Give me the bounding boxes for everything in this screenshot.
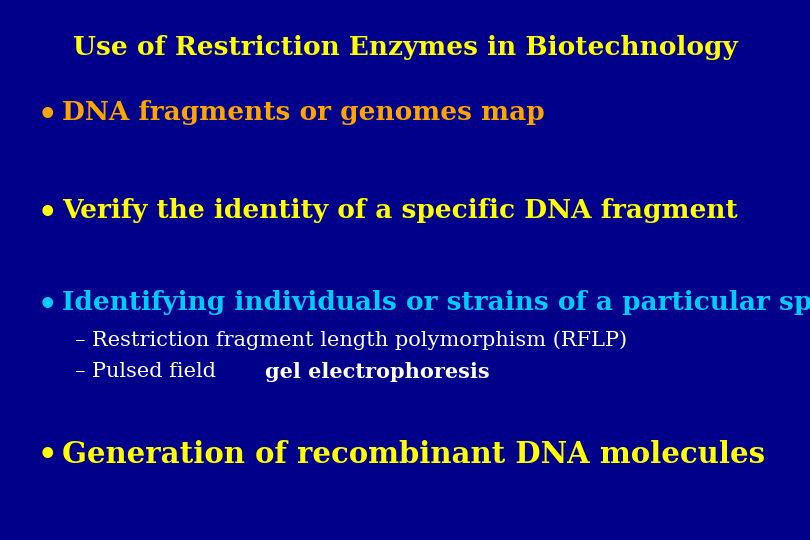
Text: Generation of recombinant DNA molecules: Generation of recombinant DNA molecules — [62, 440, 765, 469]
Text: •: • — [38, 440, 58, 471]
Text: – Pulsed field: – Pulsed field — [75, 362, 223, 381]
Text: Identifying individuals or strains of a particular species: Identifying individuals or strains of a … — [62, 290, 810, 315]
Text: DNA fragments or genomes map: DNA fragments or genomes map — [62, 100, 544, 125]
Text: – Restriction fragment length polymorphism (RFLP): – Restriction fragment length polymorphi… — [75, 330, 627, 350]
Text: Verify the identity of a specific DNA fragment: Verify the identity of a specific DNA fr… — [62, 198, 738, 223]
Text: Use of Restriction Enzymes in Biotechnology: Use of Restriction Enzymes in Biotechnol… — [73, 35, 737, 60]
Text: •: • — [38, 198, 58, 229]
Text: •: • — [38, 290, 58, 321]
Text: •: • — [38, 100, 58, 131]
Text: gel electrophoresis: gel electrophoresis — [266, 362, 490, 382]
